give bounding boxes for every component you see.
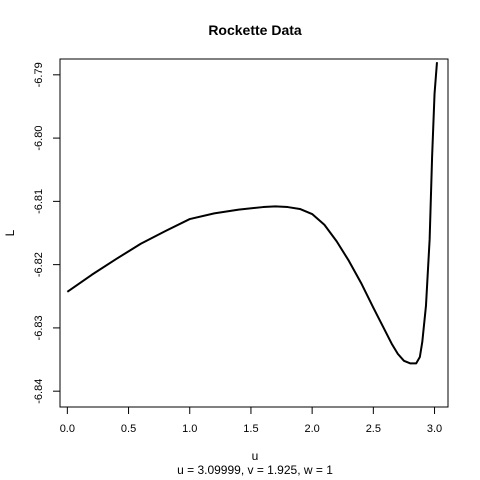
- x-axis: 0.0 0.5 1.0 1.5 2.0 2.5 3.0: [60, 406, 442, 435]
- x-tick-label: 1.0: [182, 423, 197, 435]
- x-tick-label: 0.5: [121, 423, 136, 435]
- y-tick-label: -6.80: [33, 126, 45, 151]
- x-tick-label: 3.0: [427, 423, 442, 435]
- chart-subtitle: u = 3.09999, v = 1.925, w = 1: [177, 463, 333, 477]
- y-tick-label: -6.79: [33, 62, 45, 87]
- x-axis-label: u: [252, 449, 259, 463]
- plot-area: [66, 62, 438, 365]
- x-tick-label: 2.5: [366, 423, 381, 435]
- x-tick-label: 1.5: [243, 423, 258, 435]
- x-tick-label: 2.0: [304, 423, 319, 435]
- y-tick-label: -6.82: [33, 252, 45, 277]
- plot-frame: [59, 58, 449, 408]
- y-tick-label: -6.83: [33, 315, 45, 340]
- chart-title: Rockette Data: [208, 22, 302, 38]
- y-tick-label: -6.84: [33, 379, 45, 404]
- y-tick-label: -6.81: [33, 189, 45, 214]
- y-axis-label: L: [3, 229, 17, 236]
- y-axis: -6.79 -6.80 -6.81 -6.82 -6.83 -6.84: [33, 62, 61, 404]
- x-tick-label: 0.0: [60, 423, 75, 435]
- series-line-0: [66, 62, 438, 365]
